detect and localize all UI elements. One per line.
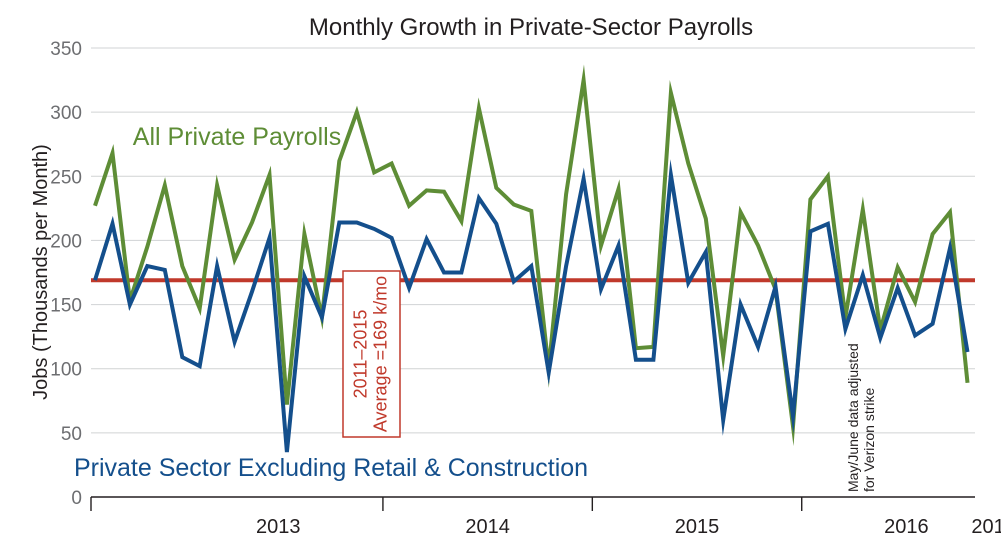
y-axis-label: Jobs (Thousands per Month) — [30, 144, 52, 400]
series-label-excluding-retail-construction: Private Sector Excluding Retail & Constr… — [74, 454, 588, 482]
y-tick-label-300: 300 — [50, 103, 82, 124]
average-label-text-group: 2011–2015 Average =169 k/mo — [351, 276, 391, 432]
annotations: All Private Payrolls Private Sector Exclu… — [74, 123, 877, 492]
y-tick-label-0: 0 — [71, 488, 82, 509]
gridlines — [91, 47, 975, 434]
x-axis: 2013 2014 2015 2016 2017 — [90, 496, 1001, 538]
verizon-note-line1: May/June data adjusted — [845, 343, 861, 492]
verizon-note-group: May/June data adjusted for Verizon strike — [845, 343, 877, 492]
y-tick-label-100: 100 — [50, 360, 82, 381]
x-tick-label-2017: 2017 — [971, 516, 1001, 538]
y-tick-label-350: 350 — [50, 39, 82, 60]
y-tick-label-150: 150 — [50, 296, 82, 317]
average-label-line1: 2011–2015 — [351, 310, 371, 399]
x-tick-label-2016: 2016 — [884, 516, 929, 538]
y-tick-label-200: 200 — [50, 231, 82, 252]
y-tick-label-250: 250 — [50, 167, 82, 188]
average-label-box — [342, 270, 401, 438]
x-tick-label-2014: 2014 — [465, 516, 510, 538]
x-tick-label-2015: 2015 — [675, 516, 720, 538]
series-line-1 — [93, 64, 970, 447]
x-tick-label-2013: 2013 — [256, 516, 301, 538]
series-line-2 — [93, 159, 970, 453]
y-tick-label-50: 50 — [61, 424, 82, 445]
y-axis-ticks: 0 50 100 150 200 250 300 350 — [50, 39, 82, 509]
chart-title: Monthly Growth in Private-Sector Payroll… — [309, 14, 753, 41]
verizon-note-line2: for Verizon strike — [861, 388, 877, 492]
series-label-all-private: All Private Payrolls — [133, 123, 341, 151]
average-label-line2: Average =169 k/mo — [371, 276, 391, 432]
series-lines — [93, 64, 970, 453]
